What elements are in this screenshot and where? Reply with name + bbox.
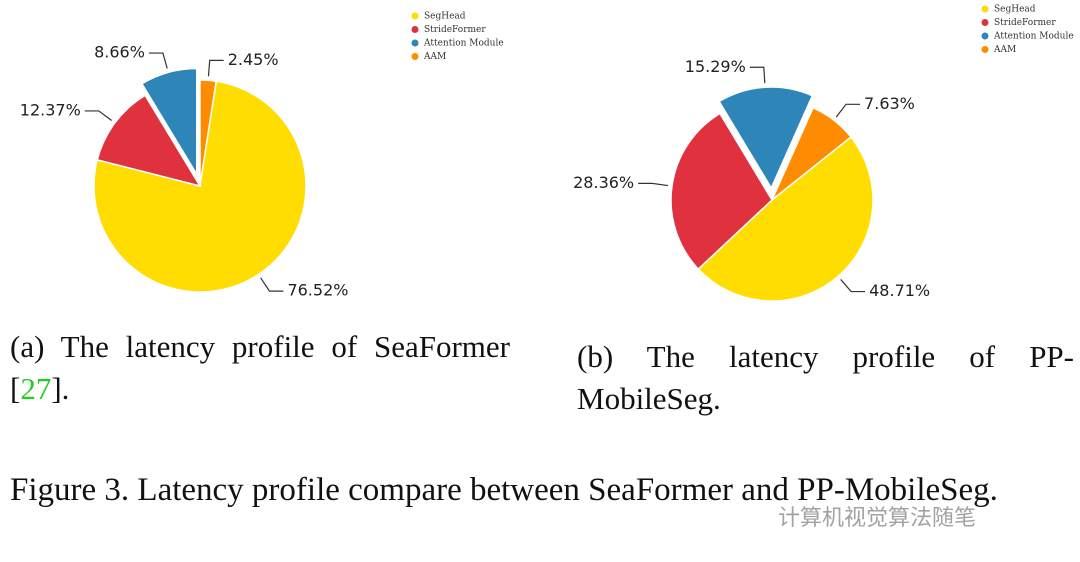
- legend-marker: [411, 39, 419, 47]
- legend-marker: [411, 53, 419, 60]
- leader-line: [638, 182, 669, 187]
- legend-marker: [411, 26, 419, 33]
- leader-line: [207, 59, 224, 77]
- pie-slice: [670, 112, 773, 271]
- caption-text: ].: [51, 371, 70, 406]
- legend-label: Attention Module: [423, 39, 504, 49]
- subcaption-b: (b) The latency profile of PP-MobileSeg.: [577, 336, 1074, 420]
- value-label: 15.29%: [685, 57, 746, 76]
- legend-label: AAM: [423, 52, 446, 62]
- legend-marker: [981, 32, 989, 40]
- value-label: 2.45%: [228, 50, 279, 69]
- legend-label: AAM: [993, 45, 1016, 55]
- watermark: 计算机视觉算法随笔: [778, 506, 977, 531]
- legend-label: StrideFormer: [424, 25, 486, 35]
- legend-label: StrideFormer: [994, 18, 1056, 28]
- value-label: 28.36%: [573, 173, 634, 192]
- legend-label: SegHead: [424, 12, 466, 22]
- leader-line: [749, 66, 766, 84]
- value-label: 12.37%: [20, 100, 81, 119]
- leader-line: [260, 277, 284, 292]
- leader-line: [840, 279, 866, 293]
- pie-slice: [697, 136, 874, 302]
- legend-marker: [981, 46, 989, 53]
- citation[interactable]: 27: [20, 371, 52, 406]
- value-label: 7.63%: [864, 94, 915, 113]
- legend-marker: [411, 12, 419, 20]
- leader-line: [148, 52, 168, 69]
- caption-text: (a) The latency profile of SeaFormer [: [10, 329, 510, 406]
- legend-label: Attention Module: [993, 32, 1074, 42]
- leader-line: [84, 110, 112, 121]
- legend-label: SegHead: [994, 5, 1036, 15]
- pie-slice: [140, 67, 198, 178]
- pie-slice: [96, 94, 202, 188]
- value-label: 8.66%: [94, 43, 145, 62]
- subcaption-a: (a) The latency profile of SeaFormer [27…: [10, 326, 510, 410]
- leader-line: [835, 103, 861, 118]
- pie-slice: [718, 86, 814, 190]
- figure-caption: Figure 3. Latency profile compare betwee…: [10, 472, 998, 508]
- value-label: 48.71%: [869, 281, 930, 300]
- value-label: 76.52%: [287, 281, 348, 300]
- legend-marker: [981, 19, 989, 26]
- caption-text: (b) The latency profile of PP-MobileSeg.: [577, 339, 1074, 416]
- legend-marker: [981, 5, 989, 13]
